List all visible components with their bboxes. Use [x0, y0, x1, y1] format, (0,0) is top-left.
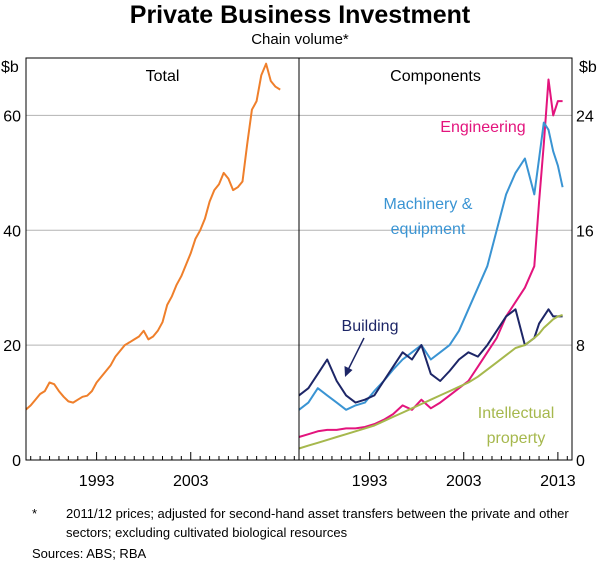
annotation-machinery: Machinery & — [384, 196, 473, 213]
footnote-mark: * — [32, 506, 38, 521]
building-arrow-head — [344, 366, 353, 377]
building-arrow-line — [347, 337, 365, 371]
annotation-property: property — [487, 430, 546, 447]
components-x-tick-label: 2003 — [446, 473, 482, 490]
series-line-intellectual-property — [298, 314, 563, 450]
total-y-tick-label: 40 — [3, 223, 21, 240]
components-y-tick-label: 16 — [576, 223, 594, 240]
components-x-tick-label: 2013 — [540, 473, 576, 490]
total-panel-title: Total — [146, 68, 180, 85]
chart: 0 20 40 60 $b 1993 2003 Total 0 8 16 24 $b 1993 2003 20… — [1, 57, 597, 490]
total-y-tick-label: 0 — [12, 453, 21, 470]
total-x-tick-label: 1993 — [79, 473, 115, 490]
series-line-building — [298, 308, 563, 404]
components-y-axis-label: $b — [579, 59, 597, 76]
components-y-tick-label: 8 — [576, 338, 585, 355]
components-panel-title: Components — [390, 68, 481, 85]
series-line-machinery-equipment — [298, 121, 564, 411]
annotation-intellectual: Intellectual — [478, 405, 555, 422]
annotation-building: Building — [342, 318, 399, 335]
chart-title: Private Business Investment — [129, 1, 471, 29]
sources: Sources: ABS; RBA — [32, 546, 147, 561]
components-y-tick-label: 24 — [576, 108, 594, 125]
series-line-engineering — [298, 78, 563, 438]
components-y-tick-label: 0 — [576, 453, 585, 470]
series-line-total — [25, 62, 281, 411]
annotation-engineering: Engineering — [440, 119, 525, 136]
total-y-tick-label: 60 — [3, 108, 21, 125]
chart-subtitle: Chain volume* — [251, 31, 349, 48]
total-y-tick-label: 20 — [3, 338, 21, 355]
footnote: 2011/12 prices; adjusted for second-hand… — [66, 506, 569, 540]
components-x-tick-label: 1993 — [352, 473, 388, 490]
total-x-tick-label: 2003 — [173, 473, 209, 490]
total-y-axis-label: $b — [1, 59, 19, 76]
annotation-equipment: equipment — [391, 221, 466, 238]
